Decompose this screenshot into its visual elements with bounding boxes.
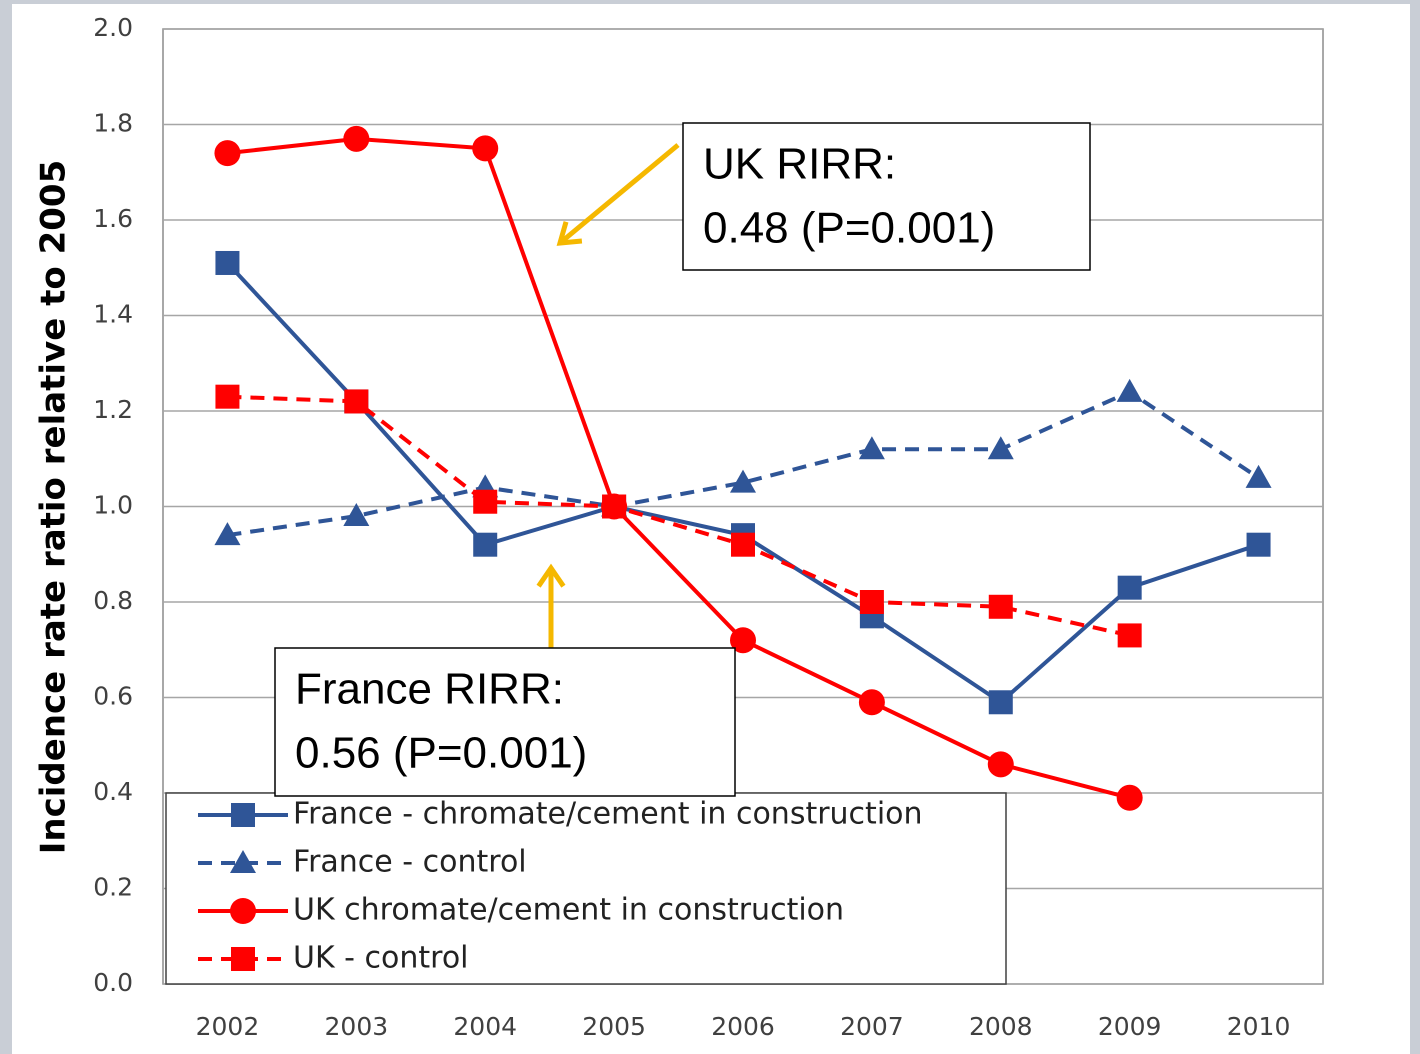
marker xyxy=(987,751,1014,778)
x-tick-label: 2008 xyxy=(969,1012,1033,1041)
x-tick-label: 2007 xyxy=(840,1012,904,1041)
marker xyxy=(343,503,370,527)
x-tick-label: 2002 xyxy=(196,1012,260,1041)
marker xyxy=(215,250,240,275)
marker xyxy=(858,436,885,460)
legend-marker xyxy=(230,898,256,924)
marker xyxy=(858,689,885,716)
annotation-text: 0.48 (P=0.001) xyxy=(703,204,995,253)
arrow-head xyxy=(536,563,566,588)
y-tick-label: 1.6 xyxy=(93,204,133,233)
marker xyxy=(1116,378,1143,402)
legend-label: UK - control xyxy=(293,941,469,976)
legend-marker xyxy=(230,850,256,873)
marker xyxy=(988,594,1013,619)
marker xyxy=(473,489,498,514)
legend-box xyxy=(165,792,1007,985)
y-tick-label: 0.2 xyxy=(93,873,133,902)
y-tick-label: 1.8 xyxy=(93,109,133,138)
x-tick-label: 2009 xyxy=(1098,1012,1162,1041)
marker xyxy=(859,590,884,614)
y-axis-label: Incidence rate ratio relative to 2005 xyxy=(34,160,74,854)
series-line xyxy=(227,389,1260,538)
y-tick-label: 2.0 xyxy=(93,13,133,42)
legend-label: UK chromate/cement in construction xyxy=(293,893,844,928)
marker xyxy=(343,125,370,152)
marker xyxy=(472,135,499,162)
x-tick-label: 2004 xyxy=(453,1012,517,1041)
annotation-box xyxy=(682,122,1091,271)
y-tick-label: 1.4 xyxy=(93,300,133,329)
arrow xyxy=(558,143,680,245)
annotation-box xyxy=(274,647,736,797)
marker xyxy=(1246,532,1271,557)
y-tick-label: 0.4 xyxy=(93,777,133,806)
marker xyxy=(730,627,756,654)
annotation-text: 0.56 (P=0.001) xyxy=(295,729,587,778)
y-tick-label: 1.2 xyxy=(93,395,133,424)
legend-label: France - control xyxy=(293,845,527,880)
x-tick-label: 2005 xyxy=(582,1012,646,1041)
series-line xyxy=(227,136,1131,800)
marker xyxy=(731,532,755,557)
marker xyxy=(215,384,240,409)
series-line xyxy=(227,394,1131,638)
annotation-text: UK RIRR: xyxy=(703,140,896,189)
marker xyxy=(1117,623,1142,648)
marker xyxy=(1245,464,1272,488)
marker xyxy=(1116,784,1143,811)
legend-label: France - chromate/cement in construction xyxy=(293,797,923,832)
marker xyxy=(214,140,241,167)
y-tick-label: 0.0 xyxy=(93,968,133,997)
legend-marker xyxy=(231,803,255,827)
marker xyxy=(730,469,756,493)
x-tick-label: 2003 xyxy=(325,1012,389,1041)
marker xyxy=(602,494,627,519)
marker xyxy=(987,436,1014,460)
marker xyxy=(1117,575,1142,600)
x-tick-label: 2006 xyxy=(711,1012,775,1041)
annotation-text: France RIRR: xyxy=(295,665,564,714)
marker xyxy=(988,690,1013,715)
y-tick-label: 0.6 xyxy=(93,682,133,711)
y-tick-label: 0.8 xyxy=(93,586,133,615)
marker xyxy=(473,532,498,557)
y-tick-label: 1.0 xyxy=(93,491,133,520)
x-tick-label: 2010 xyxy=(1227,1012,1291,1041)
legend-marker xyxy=(231,947,255,971)
arrow-head xyxy=(556,221,583,246)
marker xyxy=(344,389,369,414)
marker xyxy=(214,522,241,546)
